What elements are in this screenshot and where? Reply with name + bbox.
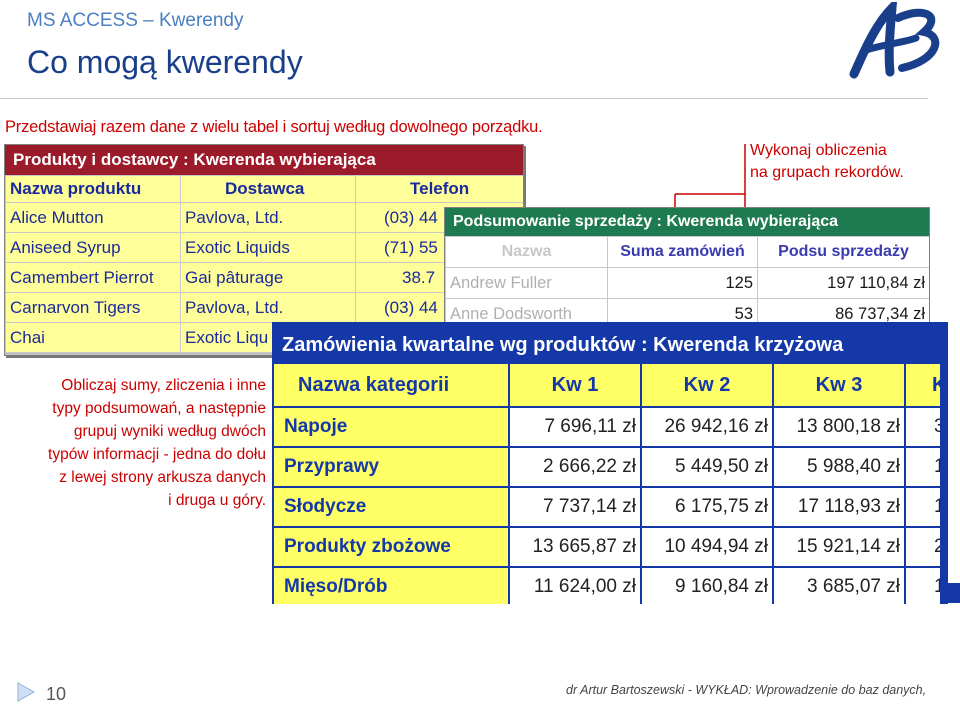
column-header[interactable]: Nazwa kategorii <box>272 362 510 408</box>
crosstab-window[interactable]: Zamówienia kwartalne wg produktów : Kwer… <box>272 322 948 604</box>
intro-text: Przedstawiaj razem dane z wielu tabel i … <box>5 118 543 136</box>
row-header[interactable]: Produkty zbożowe <box>272 526 510 568</box>
table-row[interactable]: Napoje 7 696,11 zł 26 942,16 zł 13 800,1… <box>272 406 948 448</box>
table-cell[interactable]: Andrew Fuller <box>445 267 608 299</box>
table-row[interactable]: Produkty zbożowe 13 665,87 zł 10 494,94 … <box>272 526 948 568</box>
table-cell[interactable]: 10 494,94 zł <box>640 526 774 568</box>
table-cell[interactable]: 3 685,07 zł <box>772 566 906 604</box>
crosstab-window-titlebar[interactable]: Zamówienia kwartalne wg produktów : Kwer… <box>282 334 844 356</box>
table-row[interactable]: Andrew Fuller 125 197 110,84 zł <box>445 267 929 299</box>
column-header[interactable]: Suma zamówień <box>607 236 758 268</box>
table-cell[interactable]: Carnarvon Tigers <box>5 292 181 323</box>
table-cell[interactable]: 17 118,93 zł <box>772 486 906 528</box>
table-cell[interactable]: 7 696,11 zł <box>508 406 642 448</box>
slide-title: Co mogą kwerendy <box>27 44 303 80</box>
table-cell[interactable]: Pavlova, Ltd. <box>180 202 356 233</box>
table-cell[interactable]: Alice Mutton <box>5 202 181 233</box>
table-cell[interactable]: 125 <box>607 267 758 299</box>
column-header[interactable]: Kw 1 <box>508 362 642 408</box>
table-cell[interactable]: Chai <box>5 322 181 353</box>
table-header-row: Nazwa kategorii Kw 1 Kw 2 Kw 3 K <box>272 362 948 408</box>
sales-window-titlebar[interactable]: Podsumowanie sprzedaży : Kwerenda wybier… <box>445 208 929 236</box>
table-cell[interactable]: Gai pâturage <box>180 262 356 293</box>
table-row[interactable]: Przyprawy 2 666,22 zł 5 449,50 zł 5 988,… <box>272 446 948 488</box>
table-cell[interactable]: 13 665,87 zł <box>508 526 642 568</box>
table-cell[interactable]: 7 737,14 zł <box>508 486 642 528</box>
table-header-row: Nazwa produktu Dostawca Telefon <box>5 175 523 203</box>
ab-logo <box>849 2 940 79</box>
row-header[interactable]: Mięso/Drób <box>272 566 510 604</box>
crosstab-table: Nazwa kategorii Kw 1 Kw 2 Kw 3 K Napoje … <box>272 362 948 604</box>
table-cell[interactable]: 5 988,40 zł <box>772 446 906 488</box>
sales-table: Nazwa Suma zamówień Podsu sprzedaży Andr… <box>445 236 929 328</box>
footer-credit: dr Artur Bartoszewski - WYKŁAD: Wprowadz… <box>566 683 927 697</box>
slide-subtitle: MS ACCESS – Kwerendy <box>27 10 244 31</box>
table-cell[interactable]: 26 942,16 zł <box>640 406 774 448</box>
sales-summary-window[interactable]: Podsumowanie sprzedaży : Kwerenda wybier… <box>444 207 930 329</box>
products-window-titlebar[interactable]: Produkty i dostawcy : Kwerenda wybierają… <box>5 145 523 175</box>
page-number: 10 <box>46 684 67 704</box>
summary-note: Wykonaj obliczenia na grupach rekordów. <box>750 142 904 181</box>
side-tab <box>946 583 960 603</box>
table-cell[interactable]: Camembert Pierrot <box>5 262 181 293</box>
crosstab-scroll-edge[interactable] <box>940 322 948 604</box>
column-header[interactable]: Telefon <box>355 175 523 203</box>
table-cell[interactable]: 197 110,84 zł <box>757 267 929 299</box>
table-cell[interactable]: 15 921,14 zł <box>772 526 906 568</box>
column-header[interactable]: Podsu sprzedaży <box>757 236 929 268</box>
table-cell[interactable]: Exotic Liquids <box>180 232 356 263</box>
table-cell[interactable]: 6 175,75 zł <box>640 486 774 528</box>
column-header[interactable]: Nazwa produktu <box>5 175 181 203</box>
row-header[interactable]: Słodycze <box>272 486 510 528</box>
table-cell[interactable]: Aniseed Syrup <box>5 232 181 263</box>
table-cell[interactable]: 11 624,00 zł <box>508 566 642 604</box>
triangle-arrow-icon <box>17 682 36 702</box>
crosstab-note: Obliczaj sumy, zliczenia i inne typy pod… <box>48 377 266 509</box>
column-header[interactable]: Nazwa <box>445 236 608 268</box>
header-divider <box>0 98 928 99</box>
row-header[interactable]: Przyprawy <box>272 446 510 488</box>
table-cell[interactable]: 13 800,18 zł <box>772 406 906 448</box>
table-row[interactable]: Mięso/Drób 11 624,00 zł 9 160,84 zł 3 68… <box>272 566 948 604</box>
table-cell[interactable]: Pavlova, Ltd. <box>180 292 356 323</box>
bracket-connector <box>674 144 746 214</box>
table-cell[interactable]: 9 160,84 zł <box>640 566 774 604</box>
table-cell[interactable]: 2 666,22 zł <box>508 446 642 488</box>
table-header-row: Nazwa Suma zamówień Podsu sprzedaży <box>445 236 929 268</box>
table-cell[interactable]: 5 449,50 zł <box>640 446 774 488</box>
column-header[interactable]: Dostawca <box>180 175 356 203</box>
row-header[interactable]: Napoje <box>272 406 510 448</box>
table-row[interactable]: Słodycze 7 737,14 zł 6 175,75 zł 17 118,… <box>272 486 948 528</box>
column-header[interactable]: Kw 2 <box>640 362 774 408</box>
column-header[interactable]: Kw 3 <box>772 362 906 408</box>
